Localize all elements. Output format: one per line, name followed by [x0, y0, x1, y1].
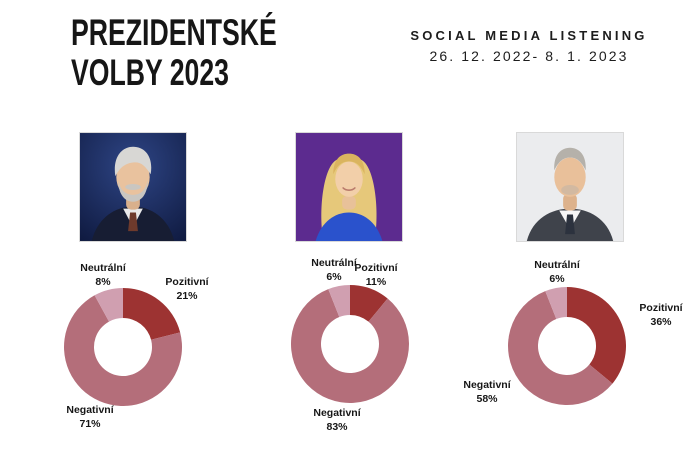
donut-segment-neutrální: [545, 287, 567, 320]
chart1-positive-label: Pozitivní 21%: [165, 275, 208, 303]
chart2-positive-name: Pozitivní: [354, 262, 398, 274]
chart3-neutral-name: Neutrální: [534, 259, 580, 271]
candidate-1-portrait: [80, 133, 186, 241]
candidate-1-photo: [79, 132, 187, 242]
donut-segment-pozitivní: [123, 288, 181, 340]
donut-segment-negativní: [64, 295, 182, 406]
chart1-negative-pct: 71%: [79, 418, 101, 430]
chart2-positive-label: Pozitivní 11%: [354, 261, 397, 289]
chart3-neutral-pct: 6%: [549, 273, 565, 285]
page-title-line1: PREZIDENTSKÉ: [71, 12, 277, 53]
donut-segment-neutrální: [328, 285, 350, 318]
chart1-neutral-label: Neutrální 8%: [80, 261, 126, 289]
page-title-line2: VOLBY 2023: [71, 52, 229, 93]
chart2-negative-label: Negativní 83%: [313, 406, 360, 434]
chart1-positive-pct: 21%: [176, 290, 198, 302]
chart2-positive-pct: 11%: [365, 276, 387, 288]
chart3-neutral-label: Neutrální 6%: [534, 258, 580, 286]
page-title: PREZIDENTSKÉ VOLBY 2023: [71, 13, 277, 93]
chart3-negative-label: Negativní 58%: [463, 378, 510, 406]
subtitle-block: SOCIAL MEDIA LISTENING 26. 12. 2022- 8. …: [396, 28, 662, 64]
candidate-3-photo: [516, 132, 624, 242]
donut-segment-pozitivní: [567, 287, 626, 384]
donut-segment-negativní: [291, 289, 409, 403]
candidate-2-photo: [295, 132, 403, 242]
donut-segment-negativní: [508, 291, 613, 405]
chart2-negative-name: Negativní: [313, 407, 361, 419]
chart1-negative-name: Negativní: [66, 404, 114, 416]
chart3-negative-pct: 58%: [476, 393, 498, 405]
candidate-2-portrait: [296, 133, 402, 241]
donut-segment-neutrální: [94, 288, 123, 322]
chart3-positive-pct: 36%: [650, 316, 672, 328]
chart1-neutral-name: Neutrální: [80, 262, 126, 274]
chart2-neutral-label: Neutrální 6%: [311, 256, 357, 284]
candidate-3-portrait: [517, 133, 623, 241]
sentiment-donut-chart-1: [64, 288, 182, 406]
date-range: 26. 12. 2022- 8. 1. 2023: [429, 48, 629, 64]
chart3-negative-name: Negativní: [463, 379, 511, 391]
chart3-positive-label: Pozitivní 36%: [639, 301, 682, 329]
sentiment-donut-chart-3: [508, 287, 626, 405]
chart3-positive-name: Pozitivní: [639, 302, 683, 314]
chart2-negative-pct: 83%: [326, 421, 348, 433]
chart1-negative-label: Negativní 71%: [66, 403, 113, 431]
subtitle-text: SOCIAL MEDIA LISTENING: [410, 28, 648, 43]
chart2-neutral-pct: 6%: [326, 271, 342, 283]
sentiment-donut-chart-2: [291, 285, 409, 403]
chart2-neutral-name: Neutrální: [311, 257, 357, 269]
donut-segment-pozitivní: [350, 285, 388, 322]
chart1-neutral-pct: 8%: [95, 276, 111, 288]
chart1-positive-name: Pozitivní: [165, 276, 209, 288]
